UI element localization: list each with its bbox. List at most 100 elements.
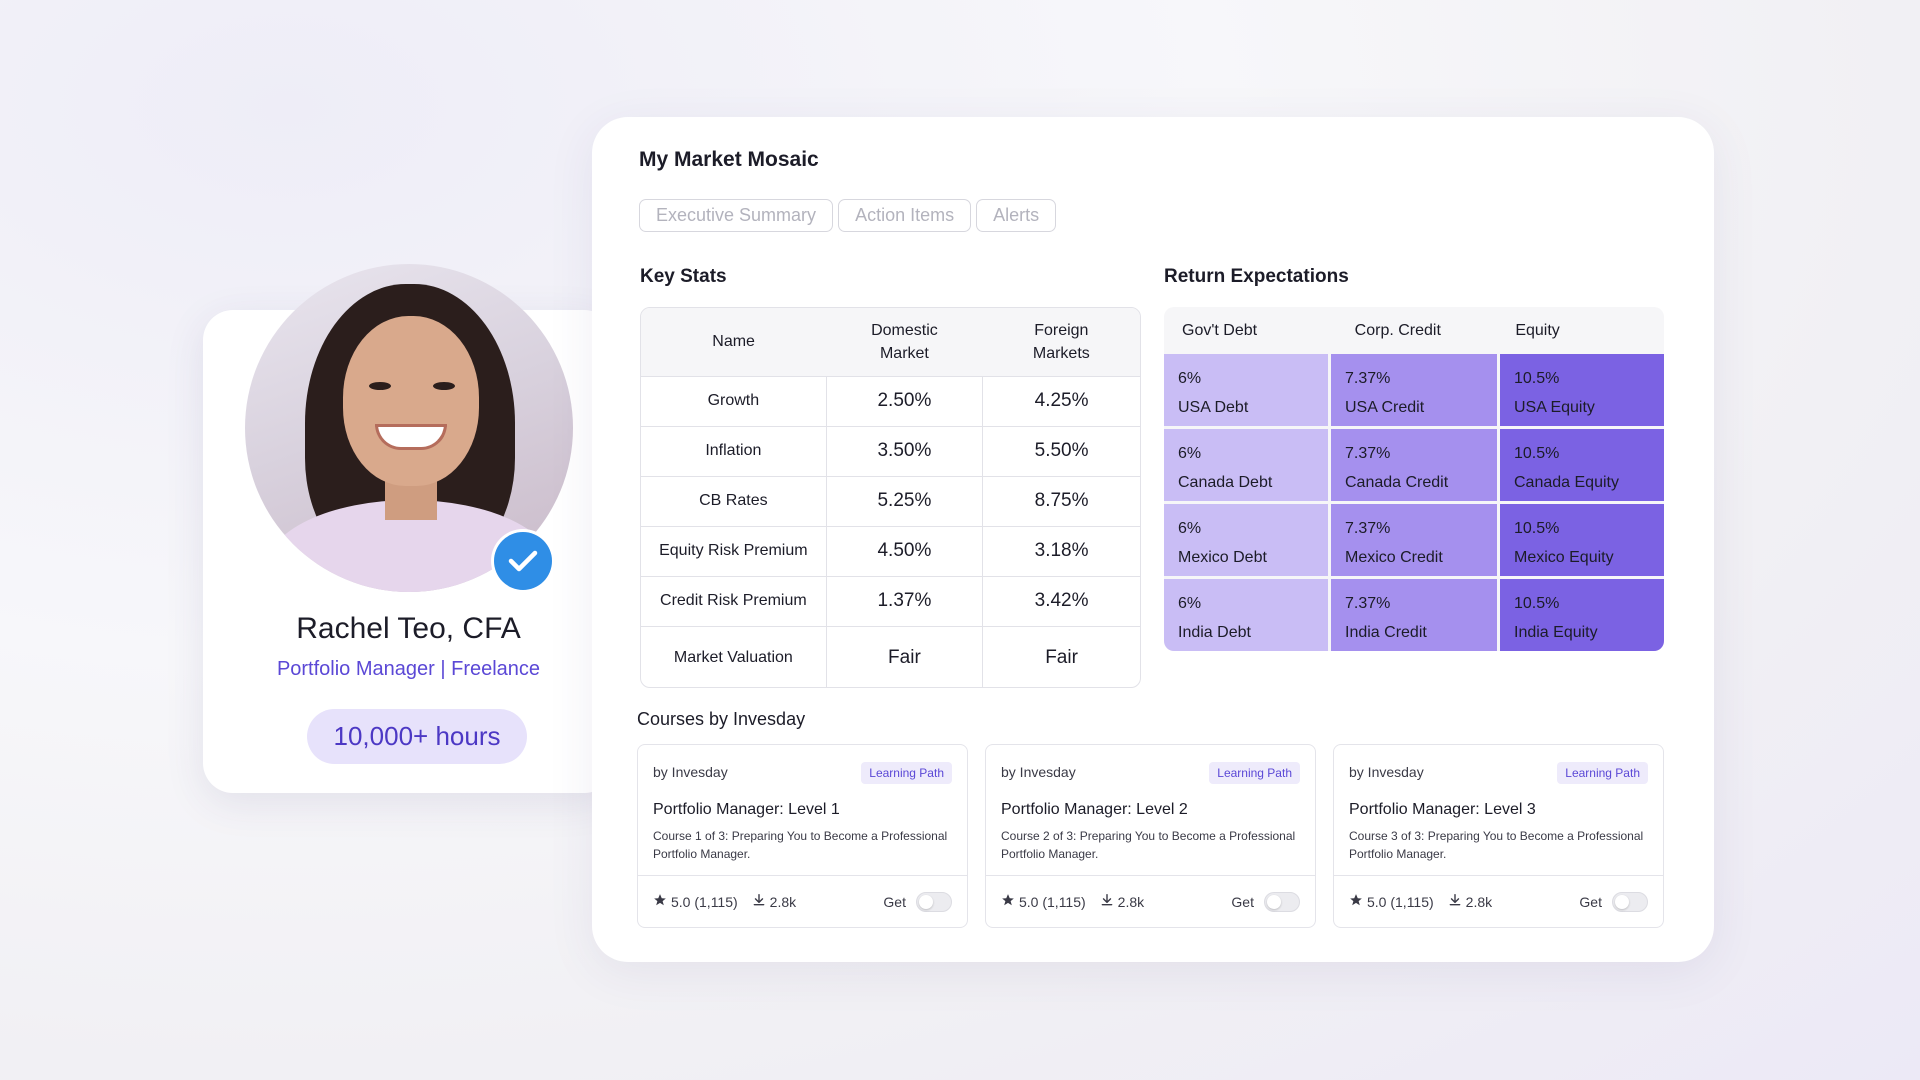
return-value: 6% [1178,595,1202,612]
rating-value: 5.0 (1,115) [1019,893,1086,910]
table-cell: 1.37% [825,575,983,626]
return-label: USA Debt [1178,399,1249,416]
course-description: Course 2 of 3: Preparing You to Become a… [1001,829,1296,861]
return-label: Mexico Credit [1345,549,1443,566]
course-downloads: 2.8k [1100,893,1144,910]
table-cell: Growth [641,375,827,426]
table-cell: CB Rates [641,475,827,526]
course-downloads: 2.8k [1448,893,1492,910]
return-expectations-grid: Gov't Debt Corp. Credit Equity 6% USA Deb… [1164,307,1664,651]
return-cell: 6% Canada Debt [1164,429,1328,501]
return-label: India Debt [1178,624,1251,641]
table-row: Credit Risk Premium 1.37% 3.42% [641,575,1140,626]
learning-path-badge: Learning Path [861,762,952,784]
table-cell: 5.50% [982,425,1140,476]
star-icon [1001,893,1015,910]
return-value: 7.37% [1345,445,1391,462]
table-cell: 3.50% [825,425,983,476]
course-rating: 5.0 (1,115) [653,893,738,910]
download-icon [752,893,766,910]
return-cell: 6% Mexico Debt [1164,504,1328,576]
return-value: 7.37% [1345,520,1391,537]
table-cell: Market Valuation [641,625,827,687]
course-card[interactable]: by Invesday Learning Path Portfolio Mana… [1333,744,1664,928]
downloads-value: 2.8k [769,893,797,910]
return-value: 10.5% [1514,370,1560,387]
column-header: Gov't Debt [1182,321,1258,339]
table-row: Growth 2.50% 4.25% [641,375,1140,426]
return-value: 7.37% [1345,370,1391,387]
course-card[interactable]: by Invesday Learning Path Portfolio Mana… [637,744,968,928]
table-cell: 4.50% [825,525,983,576]
star-icon [653,893,667,910]
courses-title: Courses by Invesday [637,709,806,729]
table-cell: Equity Risk Premium [641,525,827,576]
get-toggle[interactable] [916,891,952,912]
get-toggle[interactable] [1612,891,1648,912]
table-row: Inflation 3.50% 5.50% [641,425,1140,476]
learning-path-badge: Learning Path [1557,762,1648,784]
table-row: CB Rates 5.25% 8.75% [641,475,1140,526]
get-label: Get [883,893,906,910]
table-cell: 3.18% [982,525,1140,576]
key-stats-table: Name Domestic Market Foreign Markets Growt… [640,307,1141,688]
course-title[interactable]: Portfolio Manager: Level 3 [1349,801,1536,818]
return-label: Mexico Debt [1178,549,1267,566]
table-row: Equity Risk Premium 4.50% 3.18% [641,525,1140,576]
table-cell: 5.25% [825,475,983,526]
return-value: 10.5% [1514,445,1560,462]
page-title: My Market Mosaic [639,148,819,171]
download-icon [1100,893,1114,910]
table-cell: Inflation [641,425,827,476]
return-label: India Credit [1345,624,1427,641]
course-title[interactable]: Portfolio Manager: Level 1 [653,801,840,818]
course-title[interactable]: Portfolio Manager: Level 2 [1001,801,1188,818]
course-footer: 5.0 (1,115) 2.8k Get [986,875,1315,927]
course-description: Course 3 of 3: Preparing You to Become a… [1349,829,1644,861]
return-label: Canada Equity [1514,474,1619,491]
avatar [245,264,573,592]
return-cell: 10.5% India Equity [1500,579,1664,651]
return-cell: 10.5% USA Equity [1500,354,1664,426]
table-cell: 8.75% [982,475,1140,526]
return-cell: 7.37% Canada Credit [1331,429,1497,501]
course-footer: 5.0 (1,115) 2.8k Get [1334,875,1663,927]
get-toggle[interactable] [1264,891,1300,912]
verified-check-icon [494,532,552,590]
rating-value: 5.0 (1,115) [671,893,738,910]
tab-action-items[interactable]: Action Items [838,199,972,232]
table-cell: Credit Risk Premium [641,575,827,626]
return-value: 6% [1178,370,1202,387]
course-author: by Invesday [1349,764,1424,780]
return-value: 10.5% [1514,595,1560,612]
course-list: by Invesday Learning Path Portfolio Mana… [637,744,1664,928]
course-footer: 5.0 (1,115) 2.8k Get [638,875,967,927]
table-cell: 4.25% [982,375,1140,426]
column-header: Equity [1515,321,1560,339]
table-row: Market Valuation Fair Fair [641,625,1140,687]
return-label: Mexico Equity [1514,549,1614,566]
learning-path-badge: Learning Path [1209,762,1300,784]
course-author: by Invesday [1001,764,1076,780]
return-cell: 7.37% USA Credit [1331,354,1497,426]
downloads-value: 2.8k [1465,893,1493,910]
course-description: Course 1 of 3: Preparing You to Become a… [653,829,948,861]
table-cell: 3.42% [982,575,1140,626]
hours-badge: 10,000+ hours [307,709,527,764]
tab-executive-summary[interactable]: Executive Summary [639,199,834,232]
return-label: Canada Credit [1345,474,1449,491]
tab-alerts[interactable]: Alerts [976,199,1057,232]
column-header: Domestic Market [826,308,983,376]
return-value: 6% [1178,445,1202,462]
return-value: 6% [1178,520,1202,537]
column-header: Name [641,308,827,376]
rating-value: 5.0 (1,115) [1367,893,1434,910]
return-label: India Equity [1514,624,1598,641]
return-value: 10.5% [1514,520,1560,537]
return-label: USA Equity [1514,399,1595,416]
table-cell: Fair [982,625,1140,687]
course-card[interactable]: by Invesday Learning Path Portfolio Mana… [985,744,1316,928]
column-header: Foreign Markets [982,308,1140,376]
get-label: Get [1231,893,1254,910]
return-cell: 7.37% Mexico Credit [1331,504,1497,576]
